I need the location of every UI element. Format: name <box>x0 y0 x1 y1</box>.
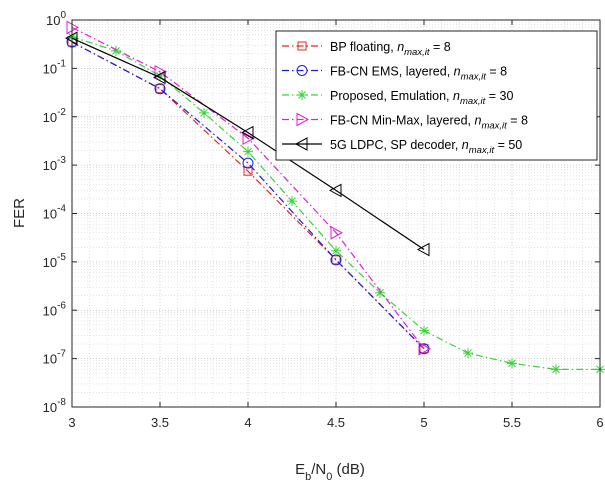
y-tick-label: 10-2 <box>43 107 67 125</box>
x-tick-label: 3.5 <box>151 415 169 430</box>
x-tick-label: 5.5 <box>503 415 521 430</box>
data-point <box>418 341 432 356</box>
y-tick-label: 10-7 <box>43 349 67 367</box>
data-point <box>154 64 168 79</box>
data-point <box>328 183 342 198</box>
data-point <box>111 45 121 56</box>
data-point <box>419 344 429 354</box>
legend-label: 5G LDPC, SP decoder, nmax,it = 50 <box>330 138 522 156</box>
x-tick-label: 6 <box>596 415 603 430</box>
legend-label: FB-CN Min-Max, layered, nmax,it = 8 <box>330 114 528 132</box>
x-axis-label: Eb/N0 (dB) <box>295 461 365 483</box>
data-point <box>331 255 341 265</box>
data-point <box>243 166 253 176</box>
y-tick-label: 100 <box>46 10 66 28</box>
data-point <box>331 245 341 256</box>
y-axis-label: FER <box>11 198 28 228</box>
data-point <box>155 84 165 94</box>
legend-marker <box>296 112 310 127</box>
data-point <box>242 131 256 146</box>
legend-marker <box>294 137 308 151</box>
y-tick-label: 10-8 <box>43 397 67 415</box>
series-line <box>71 41 425 350</box>
x-label-mid: /N <box>311 461 326 478</box>
legend-marker <box>296 65 308 76</box>
x-tick-label: 4 <box>244 415 251 430</box>
data-point <box>243 146 253 157</box>
series-line <box>71 41 425 350</box>
data-point <box>507 358 517 369</box>
legend-marker <box>297 41 307 51</box>
y-tick-label: 10-4 <box>43 204 67 222</box>
x-label-base: E <box>295 461 305 478</box>
y-tick-label: 10-6 <box>43 300 67 318</box>
legend-entry: FB-CN EMS, layered, nmax,it = 8 <box>282 65 507 83</box>
data-point <box>416 242 430 257</box>
legend-label: FB-CN EMS, layered, nmax,it = 8 <box>330 65 507 83</box>
series-line <box>71 37 425 251</box>
x-label-sub2: 0 <box>326 471 332 483</box>
x-tick-label: 3 <box>68 415 75 430</box>
legend-entry: Proposed, Emulation, nmax,it = 30 <box>282 89 513 107</box>
x-tick-label: 5 <box>420 415 427 430</box>
legend-marker <box>297 90 307 100</box>
x-label-sub1: b <box>305 471 311 483</box>
series-line <box>71 26 425 350</box>
legend-entry: 5G LDPC, SP decoder, nmax,it = 50 <box>282 137 522 156</box>
legend-entry: BP floating, nmax,it = 8 <box>282 40 451 58</box>
data-point <box>463 348 473 359</box>
data-point <box>199 107 209 118</box>
axis-ticks <box>71 19 601 408</box>
x-tick-label: 4.5 <box>327 415 345 430</box>
legend-label: BP floating, nmax,it = 8 <box>330 40 451 58</box>
y-tick-labels: 100 10-1 10-2 10-3 10-4 10-5 10-6 10-7 10-8 <box>43 10 67 415</box>
data-point <box>240 125 254 140</box>
data-point <box>154 83 166 95</box>
legend: BP floating, nmax,it = 8 FB-CN EMS, layer… <box>275 30 598 161</box>
data-point <box>330 225 344 240</box>
series-3 <box>67 31 605 375</box>
y-tick-label: 10-1 <box>43 58 67 76</box>
x-tick-labels: 3 3.5 4 4.5 5 5.5 6 <box>68 415 603 430</box>
data-point <box>287 196 297 207</box>
data-point <box>155 70 165 81</box>
series-layer <box>64 20 605 375</box>
data-point <box>152 70 166 85</box>
data-point <box>242 157 254 169</box>
legend-entry: FB-CN Min-Max, layered, nmax,it = 8 <box>282 112 528 132</box>
data-point <box>375 287 385 298</box>
x-label-tail: (dB) <box>332 461 365 478</box>
y-tick-label: 10-5 <box>43 252 67 270</box>
legend-label: Proposed, Emulation, nmax,it = 30 <box>330 89 513 107</box>
data-point <box>551 364 561 375</box>
data-point <box>419 325 429 336</box>
y-tick-label: 10-3 <box>43 155 67 173</box>
legend-box <box>275 30 598 161</box>
